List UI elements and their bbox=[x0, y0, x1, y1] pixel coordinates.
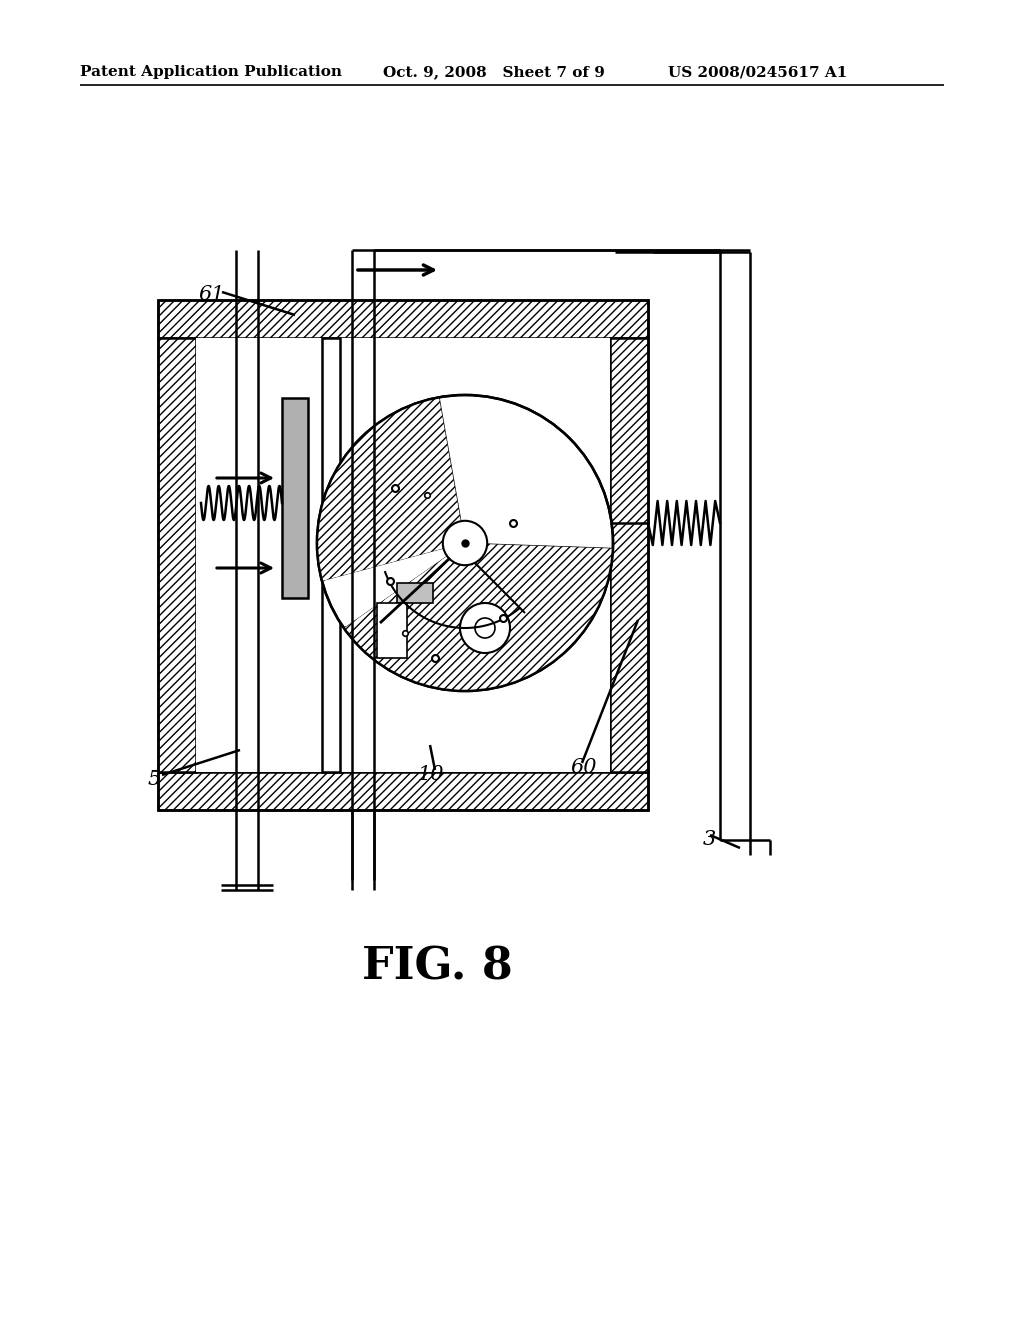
Bar bbox=[282, 399, 308, 598]
Wedge shape bbox=[325, 543, 465, 626]
Text: FIG. 8: FIG. 8 bbox=[362, 945, 513, 987]
Bar bbox=[610, 338, 648, 772]
Text: 3: 3 bbox=[703, 830, 716, 849]
Text: 10: 10 bbox=[418, 766, 444, 784]
Wedge shape bbox=[317, 397, 465, 581]
Bar bbox=[158, 772, 648, 810]
Text: 5: 5 bbox=[148, 770, 161, 789]
Text: Oct. 9, 2008   Sheet 7 of 9: Oct. 9, 2008 Sheet 7 of 9 bbox=[383, 65, 605, 79]
Text: Patent Application Publication: Patent Application Publication bbox=[80, 65, 342, 79]
Text: 60: 60 bbox=[570, 758, 597, 777]
Text: 61: 61 bbox=[198, 285, 224, 304]
Bar bbox=[397, 583, 433, 603]
Bar bbox=[322, 338, 340, 772]
Bar bbox=[377, 603, 407, 657]
Bar bbox=[158, 300, 648, 338]
Bar bbox=[158, 338, 196, 772]
Circle shape bbox=[442, 521, 487, 565]
Circle shape bbox=[317, 395, 613, 690]
Bar bbox=[196, 338, 610, 772]
Text: US 2008/0245617 A1: US 2008/0245617 A1 bbox=[668, 65, 848, 79]
Wedge shape bbox=[344, 543, 613, 690]
Bar bbox=[158, 300, 648, 810]
Circle shape bbox=[475, 618, 495, 638]
Circle shape bbox=[460, 603, 510, 653]
